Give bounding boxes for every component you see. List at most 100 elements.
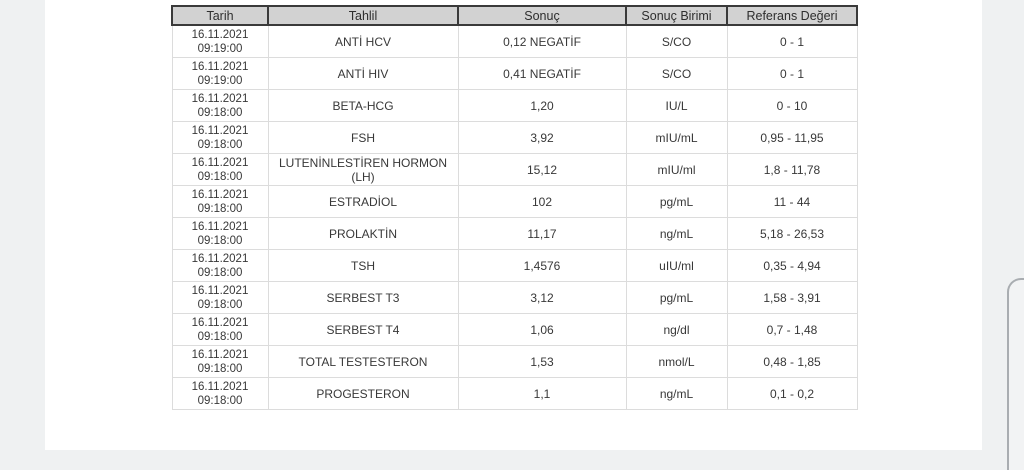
date-value: 16.11.2021 (191, 348, 249, 361)
date-cell: 16.11.2021 09:18:00 (171, 121, 269, 154)
col-header-unit: Sonuç Birimi (625, 5, 728, 26)
date-cell: 16.11.2021 09:19:00 (171, 57, 269, 90)
test-name-cell: FSH (267, 121, 459, 154)
unit-cell: pg/mL (625, 281, 728, 314)
unit-cell: mIU/mL (625, 121, 728, 154)
date-value: 16.11.2021 (191, 380, 249, 393)
result-cell: 0,12 NEGATİF (457, 24, 627, 58)
time-value: 09:18:00 (197, 298, 243, 311)
table-row: 16.11.2021 09:18:00 SERBEST T3 3,12 pg/m… (171, 281, 858, 314)
unit-cell: IU/L (625, 89, 728, 122)
result-cell: 3,92 (457, 121, 627, 154)
table-row: 16.11.2021 09:19:00 ANTİ HIV 0,41 NEGATİ… (171, 57, 858, 90)
reference-cell: 1,8 - 11,78 (726, 153, 858, 186)
date-value: 16.11.2021 (191, 220, 249, 233)
reference-cell: 1,58 - 3,91 (726, 281, 858, 314)
date-cell: 16.11.2021 09:18:00 (171, 281, 269, 314)
unit-cell: ng/dl (625, 313, 728, 346)
time-value: 09:18:00 (197, 394, 243, 407)
result-cell: 1,20 (457, 89, 627, 122)
unit-cell: ng/mL (625, 377, 728, 410)
result-cell: 1,4576 (457, 249, 627, 282)
time-value: 09:18:00 (197, 234, 243, 247)
date-cell: 16.11.2021 09:18:00 (171, 377, 269, 410)
test-name-cell: PROGESTERON (267, 377, 459, 410)
table-row: 16.11.2021 09:18:00 ESTRADİOL 102 pg/mL … (171, 185, 858, 218)
reference-cell: 0,48 - 1,85 (726, 345, 858, 378)
date-value: 16.11.2021 (191, 188, 249, 201)
test-name-cell: TOTAL TESTESTERON (267, 345, 459, 378)
table-header-row: Tarih Tahlil Sonuç Sonuç Birimi Referans… (171, 5, 858, 26)
time-value: 09:18:00 (197, 202, 243, 215)
test-name-cell: ESTRADİOL (267, 185, 459, 218)
date-value: 16.11.2021 (191, 124, 249, 137)
test-name-cell: SERBEST T4 (267, 313, 459, 346)
date-cell: 16.11.2021 09:18:00 (171, 185, 269, 218)
date-cell: 16.11.2021 09:18:00 (171, 313, 269, 346)
table-row: 16.11.2021 09:18:00 LUTENİNLESTİREN HORM… (171, 153, 858, 186)
test-name-cell: PROLAKTİN (267, 217, 459, 250)
date-value: 16.11.2021 (191, 92, 249, 105)
result-cell: 0,41 NEGATİF (457, 57, 627, 90)
date-value: 16.11.2021 (191, 252, 249, 265)
result-cell: 11,17 (457, 217, 627, 250)
reference-cell: 5,18 - 26,53 (726, 217, 858, 250)
reference-cell: 0,1 - 0,2 (726, 377, 858, 410)
col-header-test: Tahlil (267, 5, 459, 26)
reference-cell: 0 - 10 (726, 89, 858, 122)
unit-cell: S/CO (625, 57, 728, 90)
reference-cell: 0 - 1 (726, 57, 858, 90)
reference-cell: 0,35 - 4,94 (726, 249, 858, 282)
table-row: 16.11.2021 09:18:00 BETA-HCG 1,20 IU/L 0… (171, 89, 858, 122)
date-value: 16.11.2021 (191, 316, 249, 329)
reference-cell: 0,95 - 11,95 (726, 121, 858, 154)
unit-cell: nmol/L (625, 345, 728, 378)
reference-cell: 0,7 - 1,48 (726, 313, 858, 346)
result-cell: 3,12 (457, 281, 627, 314)
test-name-cell: TSH (267, 249, 459, 282)
date-value: 16.11.2021 (191, 60, 249, 73)
date-cell: 16.11.2021 09:18:00 (171, 345, 269, 378)
date-cell: 16.11.2021 09:18:00 (171, 217, 269, 250)
date-value: 16.11.2021 (191, 284, 249, 297)
cutoff-panel-outline (1007, 278, 1024, 470)
test-name-cell: ANTİ HCV (267, 24, 459, 58)
table-row: 16.11.2021 09:18:00 TOTAL TESTESTERON 1,… (171, 345, 858, 378)
date-cell: 16.11.2021 09:18:00 (171, 153, 269, 186)
unit-cell: S/CO (625, 24, 728, 58)
date-cell: 16.11.2021 09:18:00 (171, 249, 269, 282)
date-value: 16.11.2021 (191, 156, 249, 169)
col-header-reference: Referans Değeri (726, 5, 858, 26)
col-header-result: Sonuç (457, 5, 627, 26)
time-value: 09:18:00 (197, 362, 243, 375)
table-row: 16.11.2021 09:19:00 ANTİ HCV 0,12 NEGATİ… (171, 24, 858, 58)
test-name-cell: ANTİ HIV (267, 57, 459, 90)
test-name-cell: LUTENİNLESTİREN HORMON (LH) (267, 153, 459, 186)
table-row: 16.11.2021 09:18:00 PROLAKTİN 11,17 ng/m… (171, 217, 858, 250)
table-row: 16.11.2021 09:18:00 SERBEST T4 1,06 ng/d… (171, 313, 858, 346)
reference-cell: 0 - 1 (726, 24, 858, 58)
col-header-date: Tarih (171, 5, 269, 26)
result-cell: 102 (457, 185, 627, 218)
lab-results-table: Tarih Tahlil Sonuç Sonuç Birimi Referans… (171, 5, 858, 410)
time-value: 09:18:00 (197, 170, 243, 183)
time-value: 09:18:00 (197, 330, 243, 343)
unit-cell: uIU/ml (625, 249, 728, 282)
date-cell: 16.11.2021 09:18:00 (171, 89, 269, 122)
result-cell: 15,12 (457, 153, 627, 186)
result-cell: 1,06 (457, 313, 627, 346)
date-cell: 16.11.2021 09:19:00 (171, 24, 269, 58)
reference-cell: 11 - 44 (726, 185, 858, 218)
test-name-cell: SERBEST T3 (267, 281, 459, 314)
time-value: 09:18:00 (197, 106, 243, 119)
content-panel: Tarih Tahlil Sonuç Sonuç Birimi Referans… (45, 0, 982, 450)
table-row: 16.11.2021 09:18:00 PROGESTERON 1,1 ng/m… (171, 377, 858, 410)
time-value: 09:18:00 (197, 138, 243, 151)
unit-cell: mIU/ml (625, 153, 728, 186)
time-value: 09:18:00 (197, 266, 243, 279)
time-value: 09:19:00 (197, 74, 243, 87)
date-value: 16.11.2021 (191, 28, 249, 41)
result-cell: 1,1 (457, 377, 627, 410)
table-row: 16.11.2021 09:18:00 FSH 3,92 mIU/mL 0,95… (171, 121, 858, 154)
test-name-cell: BETA-HCG (267, 89, 459, 122)
